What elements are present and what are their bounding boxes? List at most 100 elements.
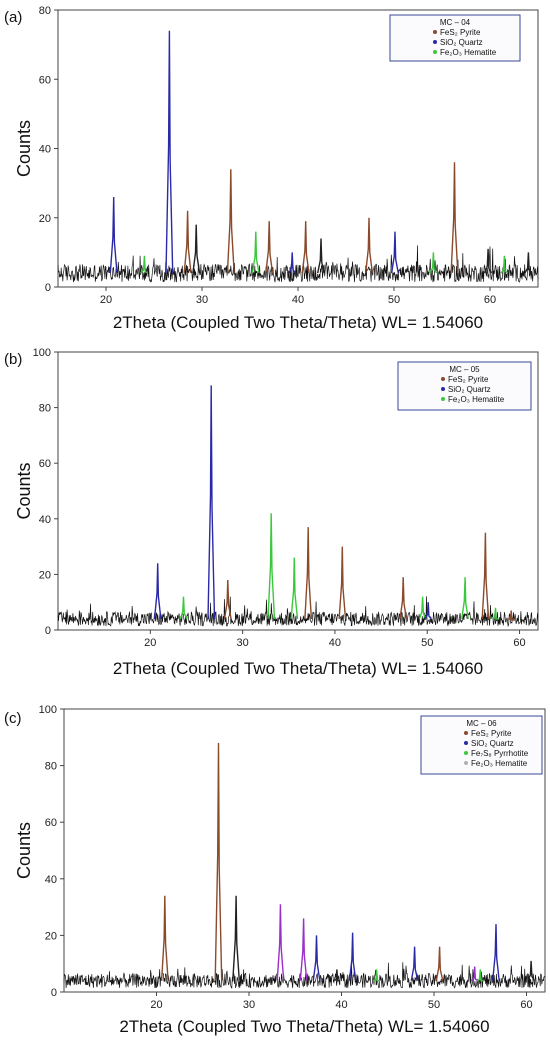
- panel-label: (a): [4, 9, 22, 26]
- peak-16: [484, 248, 493, 274]
- legend-marker: [433, 50, 437, 54]
- y-tick-label: 60: [39, 74, 51, 86]
- legend-marker: [441, 397, 445, 401]
- y-tick-label: 40: [39, 514, 51, 526]
- y-axis-label: Counts: [14, 822, 34, 879]
- peak-1: [153, 563, 162, 619]
- legend-marker: [441, 377, 445, 381]
- peak-11: [424, 602, 432, 620]
- peak-2: [214, 742, 223, 981]
- peak-8: [348, 932, 357, 981]
- x-tick-label: 20: [144, 637, 156, 649]
- legend-title: MC – 06: [466, 719, 497, 728]
- peak-10: [418, 596, 427, 620]
- peak-14: [492, 924, 500, 981]
- y-tick-label: 0: [45, 625, 51, 637]
- x-tick-label: 60: [520, 999, 532, 1011]
- y-tick-label: 40: [45, 874, 57, 886]
- y-tick-label: 60: [45, 817, 57, 829]
- peak-10: [301, 221, 310, 274]
- x-tick-label: 20: [150, 999, 162, 1011]
- noise-trace: [63, 960, 546, 989]
- peak-17: [500, 255, 509, 274]
- peak-10: [410, 946, 419, 981]
- y-tick-label: 80: [39, 403, 51, 415]
- y-tick-label: 20: [45, 930, 57, 942]
- x-tick-label: 40: [329, 637, 341, 649]
- legend-marker: [464, 751, 468, 755]
- legend-entry: Fe₂O₃ Hematite: [471, 759, 528, 768]
- peak-8: [265, 221, 274, 274]
- panel-label: (c): [4, 710, 22, 727]
- chart-panel-1: 20 30 40 50 60 0 20 40 60 80 (a) Counts 2Theta (Coup…: [4, 5, 539, 332]
- legend-entry: FeS₂ Pyrite: [471, 729, 512, 738]
- legend-marker: [464, 731, 468, 735]
- peak-12: [365, 217, 374, 274]
- y-tick-label: 80: [45, 761, 57, 773]
- legend-box: [397, 361, 532, 411]
- legend-marker: [464, 761, 468, 765]
- peak-3: [232, 895, 240, 981]
- y-tick-label: 80: [39, 5, 51, 17]
- x-tick-label: 60: [484, 294, 496, 306]
- legend-title: MC – 05: [449, 365, 480, 374]
- x-tick-label: 60: [513, 637, 525, 649]
- legend-entry: Fe₂O₃ Hematite: [448, 395, 505, 404]
- peak-5: [192, 224, 201, 274]
- legend-entry: FeS₂ Pyrite: [440, 28, 481, 37]
- legend-box: [420, 715, 543, 775]
- noise-trace: [57, 596, 539, 628]
- legend-entry: FeS₂ Pyrite: [448, 375, 489, 384]
- peak-15: [507, 610, 515, 622]
- legend-box: [389, 14, 521, 62]
- legend-entry: SiO₂ Quartz: [440, 38, 483, 47]
- x-tick-label: 50: [428, 999, 440, 1011]
- peak-6: [226, 169, 235, 274]
- peak-7: [304, 527, 313, 619]
- peak-7: [251, 231, 260, 274]
- peak-1: [160, 895, 169, 981]
- plot-frame: [63, 708, 546, 993]
- x-tick-label: 40: [292, 294, 304, 306]
- peak-15: [527, 960, 536, 982]
- peak-6: [312, 935, 321, 981]
- peak-2: [179, 596, 188, 620]
- y-tick-label: 20: [39, 213, 51, 225]
- peak-9: [373, 969, 380, 982]
- peak-9: [288, 252, 297, 274]
- peak-1: [109, 196, 118, 274]
- noise-trace: [57, 245, 539, 283]
- peak-12: [470, 966, 479, 982]
- y-tick-label: 100: [39, 704, 57, 716]
- x-tick-label: 30: [196, 294, 208, 306]
- peak-18: [524, 252, 533, 274]
- y-tick-label: 40: [39, 144, 51, 156]
- peak-6: [290, 557, 299, 619]
- peak-15: [450, 162, 459, 274]
- peak-13: [476, 969, 484, 982]
- y-tick-label: 20: [39, 569, 51, 581]
- x-axis-label: 2Theta (Coupled Two Theta/Theta) WL= 1.5…: [113, 659, 483, 678]
- legend-entry: SiO₂ Quartz: [448, 385, 491, 394]
- peak-13: [481, 532, 490, 619]
- legend-entry: Fe₇S₈ Pyrrhotite: [471, 749, 529, 758]
- peak-11: [317, 238, 326, 274]
- legend-title: MC – 04: [440, 18, 471, 27]
- x-tick-label: 40: [335, 999, 347, 1011]
- peak-8: [338, 546, 347, 619]
- plot-frame: [57, 351, 539, 631]
- y-axis-label: Counts: [14, 462, 34, 519]
- peak-7: [333, 969, 341, 982]
- x-tick-label: 30: [243, 999, 255, 1011]
- x-axis-label: 2Theta (Coupled Two Theta/Theta) WL= 1.5…: [113, 313, 483, 332]
- legend-marker: [464, 741, 468, 745]
- y-tick-label: 0: [45, 282, 51, 294]
- peak-13: [390, 231, 399, 274]
- legend-entry: Fe₂O₃ Hematite: [440, 48, 497, 57]
- peak-14: [429, 252, 438, 274]
- x-tick-label: 30: [236, 637, 248, 649]
